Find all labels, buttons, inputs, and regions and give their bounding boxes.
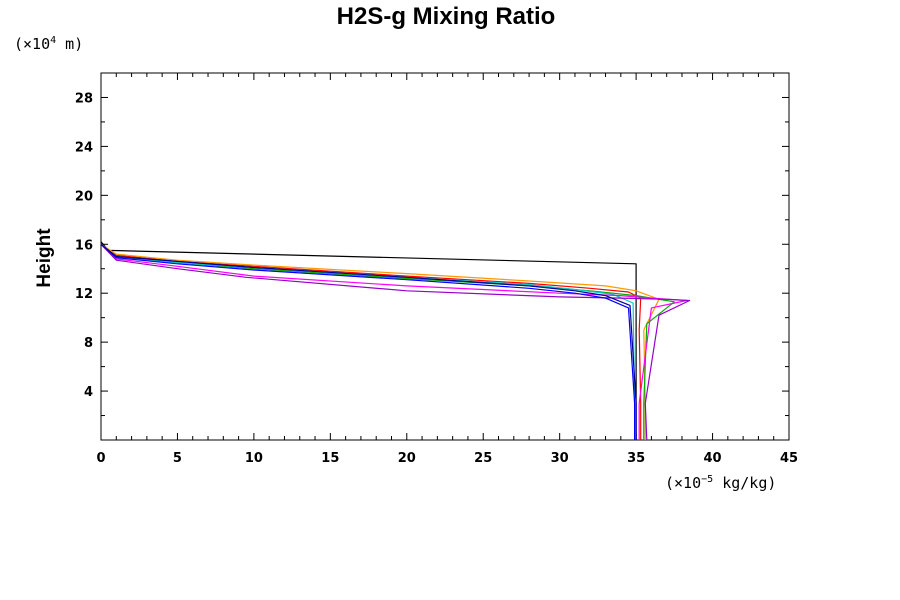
x-tick-label: 30 <box>551 451 569 466</box>
series-line-9 <box>100 243 637 440</box>
x-tick-label: 0 <box>96 451 105 466</box>
plot-frame <box>100 72 790 441</box>
x-unit-exponent: −5 <box>701 474 713 485</box>
y-tick-label: 20 <box>75 189 93 204</box>
x-tick-label: 25 <box>474 451 492 466</box>
y-tick-label: 8 <box>84 336 93 351</box>
series-line-6 <box>100 243 688 440</box>
y-tick-label: 24 <box>75 140 93 155</box>
x-tick-label: 15 <box>321 451 339 466</box>
y-unit-exponent: 4 <box>50 35 56 46</box>
x-tick-label: 10 <box>245 451 263 466</box>
series-line-5 <box>100 243 636 440</box>
x-tick-label: 5 <box>173 451 182 466</box>
chart-title: H2S-g Mixing Ratio <box>337 3 556 30</box>
x-tick-label: 40 <box>704 451 722 466</box>
series-line-7 <box>100 243 691 441</box>
series-line-3 <box>100 243 660 440</box>
x-tick-label: 35 <box>627 451 645 466</box>
series-line-2 <box>100 243 642 440</box>
x-tick-label: 20 <box>398 451 416 466</box>
series-line-8 <box>100 243 636 440</box>
axis-ticks <box>100 73 790 440</box>
tick-labels: 0 5 10 15 20 25 30 35 40 45 4 8 12 16 20 24 28 <box>75 91 798 466</box>
y-tick-label: 4 <box>84 385 93 400</box>
x-tick-label: 45 <box>780 451 798 466</box>
series-group <box>100 241 691 441</box>
y-tick-label: 16 <box>75 238 93 253</box>
y-tick-label: 28 <box>75 91 93 106</box>
x-unit-label: (×10−5 kg/kg) <box>665 474 776 492</box>
y-tick-label: 12 <box>75 287 93 302</box>
series-line-4 <box>100 243 675 440</box>
y-axis-label: Height <box>34 228 55 288</box>
y-unit-label: (×104 m) <box>14 35 83 53</box>
